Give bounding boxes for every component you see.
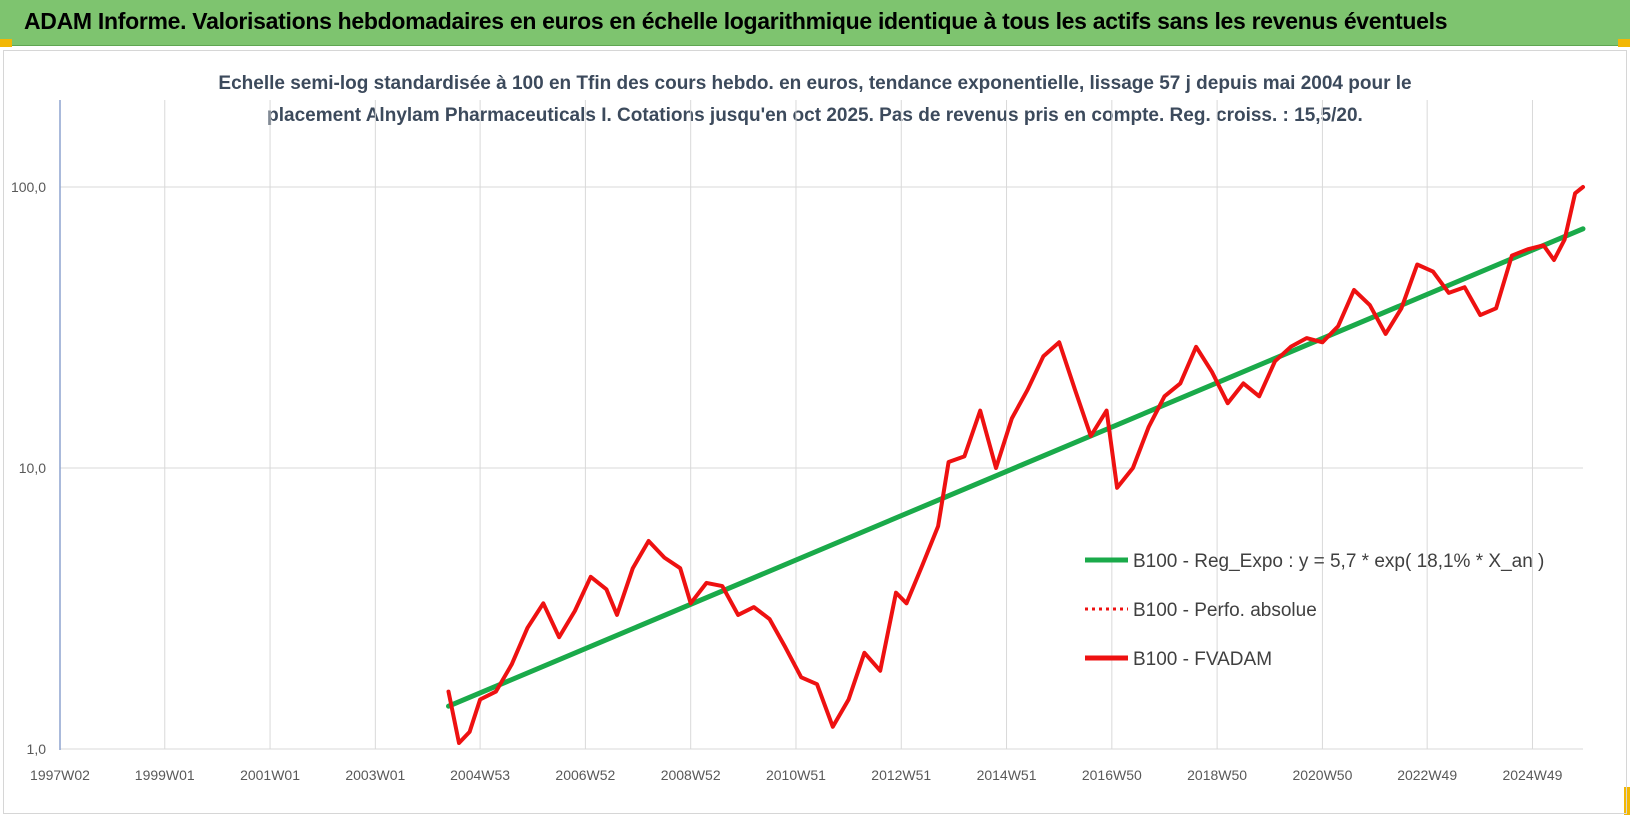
legend-label: B100 - FVADAM xyxy=(1133,649,1272,670)
x-tick-label: 2016W50 xyxy=(1082,767,1142,783)
report-header: ADAM Informe. Valorisations hebdomadaire… xyxy=(0,0,1630,46)
chart-title-line-2: placement Alnylam Pharmaceuticals I. Cot… xyxy=(267,105,1363,126)
x-tick-label: 2006W52 xyxy=(555,767,615,783)
trend-line-series xyxy=(446,226,1586,709)
x-tick-label: 2008W52 xyxy=(661,767,721,783)
legend-label: B100 - Perfo. absolue xyxy=(1133,600,1317,621)
chart-title-line-1: Echelle semi-log standardisée à 100 en T… xyxy=(218,73,1412,94)
report-title: ADAM Informe. Valorisations hebdomadaire… xyxy=(24,8,1448,34)
y-tick-label: 10,0 xyxy=(19,460,46,476)
x-tick-label: 2012W51 xyxy=(871,767,931,783)
x-tick-label: 2003W01 xyxy=(345,767,405,783)
x-tick-label: 2001W01 xyxy=(240,767,300,783)
corner-marker-bottom-right xyxy=(1624,787,1630,815)
chart-frame xyxy=(3,50,1627,814)
x-tick-label: 2024W49 xyxy=(1502,767,1562,783)
x-tick-label: 2022W49 xyxy=(1397,767,1457,783)
x-tick-label: 2020W50 xyxy=(1292,767,1352,783)
x-tick-label: 2014W51 xyxy=(977,767,1037,783)
x-tick-label: 2010W51 xyxy=(766,767,826,783)
x-tick-label: 2004W53 xyxy=(450,767,510,783)
corner-marker-top-right xyxy=(1618,39,1630,47)
y-tick-label: 1,0 xyxy=(27,741,47,757)
legend-label: B100 - Reg_Expo : y = 5,7 * exp( 18,1% *… xyxy=(1133,551,1544,572)
x-tick-label: 1999W01 xyxy=(135,767,195,783)
corner-marker-top-left xyxy=(0,39,12,47)
x-tick-label: 1997W02 xyxy=(30,767,90,783)
x-tick-label: 2018W50 xyxy=(1187,767,1247,783)
y-tick-label: 100,0 xyxy=(11,179,46,195)
fvadam-price-series xyxy=(446,185,1585,745)
